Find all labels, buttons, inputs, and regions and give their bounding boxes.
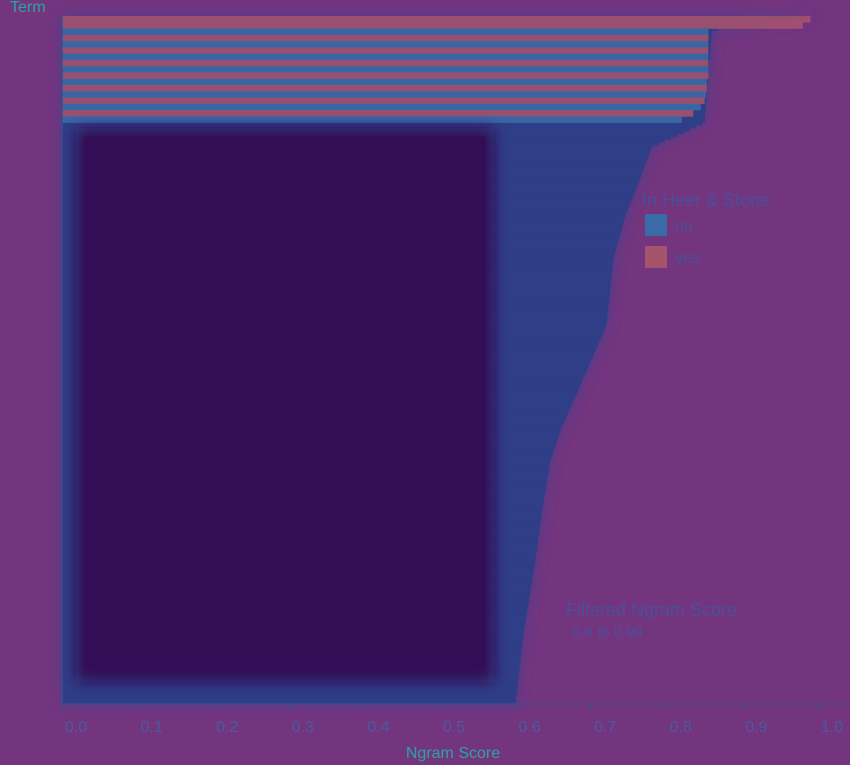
band-bar [62,28,709,36]
band-bar [62,66,709,73]
legend-item-label: yes [675,250,700,267]
legend-swatch [645,246,667,268]
x-tick-label: 1.0 [821,719,843,736]
legend-title: In Heer & Stone [642,190,770,210]
bar [62,689,518,693]
x-tick-label: 0.2 [216,719,238,736]
x-tick-label: 0.4 [367,719,389,736]
x-tick-label: 0.8 [670,719,692,736]
band-bar [62,91,707,98]
x-tick-label: 0.1 [140,719,162,736]
bar [62,686,518,691]
x-tick-label: 0.7 [594,719,616,736]
band-bar [62,103,701,111]
band-bar [62,47,709,54]
highlight-fill [84,136,486,668]
x-axis: 0.0 0.1 0.2 0.3 0.4 0.5 0.6 0.7 0.8 0.9 1.0 Ngram S… [10,0,844,762]
annotation-title: Filtered Ngram Score [566,600,737,620]
x-tick-label: 0.0 [65,719,87,736]
legend-item-label: no [675,218,693,235]
band-bar [62,53,709,61]
bar [62,122,703,126]
band-bar [62,41,709,48]
x-tick-label: 0.6 [518,719,540,736]
bar [62,681,518,685]
x-tick-label: 0.5 [443,719,465,736]
band-bar [62,85,707,92]
x-tick-label: 0.9 [745,719,767,736]
band-bar [62,72,709,80]
bar [62,692,517,696]
band-bar [62,22,803,29]
annotation-range: 0.6 to 0.99 [572,624,643,641]
x-tick-label: 0.3 [292,719,314,736]
bar [62,695,517,699]
band-bar [62,116,682,123]
y-axis-label: Term [10,0,46,16]
band-bar [62,16,811,23]
annotation: Filtered Ngram Score 0.6 to 0.99 [566,600,737,641]
bar [62,124,697,129]
band-bar [62,59,709,67]
band-bar [62,34,709,42]
bar [62,683,518,688]
highlight-region [76,128,494,682]
band-bar [62,97,705,105]
bar [62,698,517,702]
band-bar [62,110,694,117]
bar [62,701,516,705]
legend: In Heer & Stone no yes [642,190,770,268]
band-bar [62,78,707,86]
x-axis-label: Ngram Score [406,745,500,762]
legend-swatch [645,214,667,236]
